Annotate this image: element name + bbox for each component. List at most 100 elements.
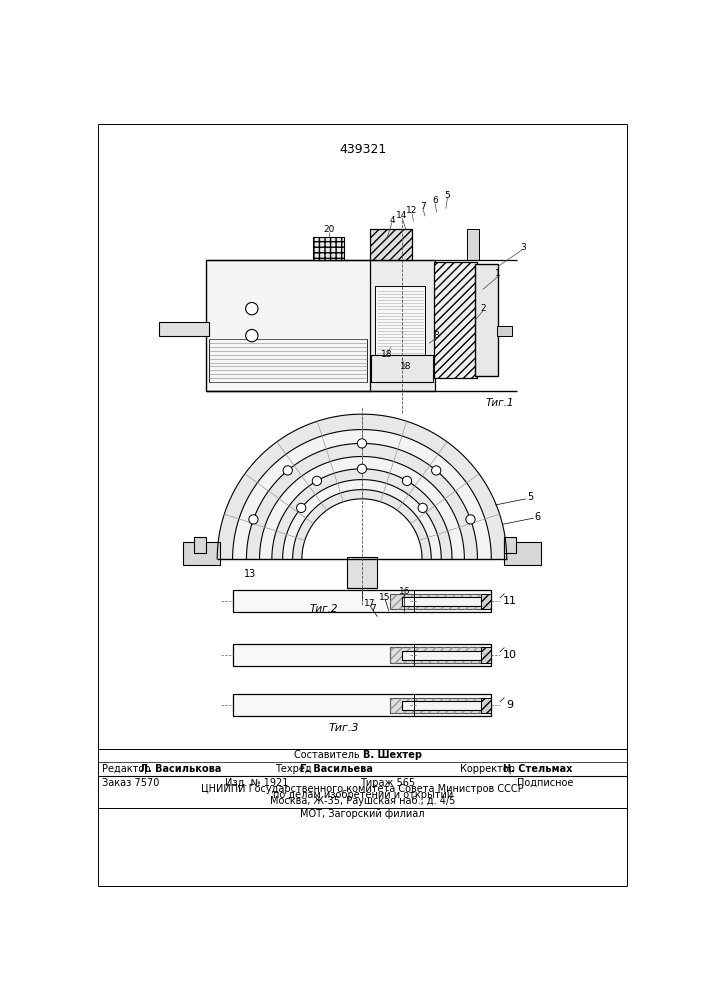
Bar — [402, 651, 481, 660]
Text: 439321: 439321 — [339, 143, 386, 156]
Text: 20: 20 — [323, 225, 334, 234]
Polygon shape — [272, 469, 452, 559]
Bar — [434, 262, 477, 378]
Text: 1: 1 — [496, 269, 501, 278]
Bar — [313, 237, 344, 260]
Circle shape — [357, 464, 366, 473]
Text: Г. Васильева: Г. Васильева — [300, 764, 373, 774]
Text: 5: 5 — [445, 191, 450, 200]
Text: 11: 11 — [503, 596, 517, 606]
Bar — [206, 260, 371, 391]
Text: Москва, Ж-35, Раушская наб., д. 4/5: Москва, Ж-35, Раушская наб., д. 4/5 — [270, 796, 455, 806]
Text: МОТ, Загорский филиал: МОТ, Загорский филиал — [300, 809, 425, 819]
Text: В. Шехтер: В. Шехтер — [363, 750, 421, 760]
Polygon shape — [247, 443, 477, 559]
Bar — [371, 355, 433, 382]
Text: Корректор: Корректор — [460, 764, 518, 774]
Circle shape — [402, 476, 411, 485]
Text: 6: 6 — [534, 512, 541, 522]
Text: 7: 7 — [370, 604, 376, 613]
Bar — [370, 229, 412, 260]
Text: 3: 3 — [520, 243, 526, 252]
Text: Τиг.1: Τиг.1 — [485, 398, 514, 408]
Bar — [370, 229, 412, 260]
Bar — [390, 698, 484, 713]
Text: 17: 17 — [364, 599, 375, 608]
Text: по делам изобретений и открытий: по делам изобретений и открытий — [273, 790, 453, 800]
Text: 14: 14 — [397, 211, 408, 220]
Text: 12: 12 — [407, 206, 418, 215]
Bar — [233, 694, 491, 716]
Polygon shape — [293, 490, 431, 559]
Text: 18: 18 — [400, 362, 411, 371]
Circle shape — [466, 515, 475, 524]
Bar — [481, 594, 491, 609]
Bar — [390, 594, 484, 609]
Polygon shape — [233, 430, 491, 559]
Text: Редактор: Редактор — [102, 764, 153, 774]
Bar — [194, 537, 206, 553]
Bar — [233, 590, 491, 612]
Circle shape — [418, 503, 427, 513]
Bar — [313, 237, 344, 260]
Circle shape — [312, 476, 322, 485]
Polygon shape — [217, 414, 507, 559]
Text: 5: 5 — [527, 492, 533, 502]
Text: 4: 4 — [389, 216, 395, 225]
Bar — [370, 260, 435, 391]
Text: Техред: Техред — [275, 764, 315, 774]
Text: 9: 9 — [506, 700, 513, 710]
Circle shape — [246, 329, 258, 342]
Bar — [346, 557, 378, 588]
Bar — [209, 339, 368, 382]
Circle shape — [296, 503, 306, 513]
Bar — [481, 647, 491, 663]
Bar — [497, 326, 512, 336]
Bar — [504, 542, 542, 565]
Circle shape — [357, 439, 366, 448]
Text: 18: 18 — [381, 350, 392, 359]
Text: Τиг.2: Τиг.2 — [309, 604, 338, 614]
Text: 10: 10 — [503, 650, 517, 660]
Text: 16: 16 — [399, 587, 410, 596]
Bar — [481, 698, 491, 713]
Text: 13: 13 — [244, 569, 257, 579]
Bar — [375, 286, 425, 355]
Bar — [390, 647, 484, 663]
Bar — [481, 647, 491, 663]
Bar — [233, 644, 491, 666]
Text: Составитель: Составитель — [294, 750, 363, 760]
Text: ЦНИИПИ Государственного комитета Совета Министров СССР: ЦНИИПИ Государственного комитета Совета … — [201, 784, 524, 794]
Bar — [402, 597, 481, 606]
Polygon shape — [283, 480, 441, 559]
Text: Н. Стельмах: Н. Стельмах — [503, 764, 572, 774]
Text: Тираж 565: Тираж 565 — [360, 778, 415, 788]
Bar — [481, 594, 491, 609]
Circle shape — [246, 302, 258, 315]
Text: Заказ 7570: Заказ 7570 — [102, 778, 159, 788]
Bar — [390, 647, 484, 663]
Bar — [402, 701, 481, 710]
Bar — [182, 542, 219, 565]
Bar — [504, 537, 516, 553]
Text: 7: 7 — [420, 202, 426, 211]
Text: Подписное: Подписное — [518, 778, 574, 788]
Polygon shape — [259, 456, 464, 559]
Bar — [160, 322, 209, 336]
Bar — [390, 594, 484, 609]
Bar — [467, 229, 479, 260]
Bar — [434, 262, 477, 378]
Text: 8: 8 — [434, 331, 440, 340]
Circle shape — [431, 466, 440, 475]
Circle shape — [283, 466, 292, 475]
Text: Л. Василькова: Л. Василькова — [140, 764, 221, 774]
Bar — [390, 698, 484, 713]
Bar — [481, 698, 491, 713]
Text: 6: 6 — [432, 196, 438, 205]
Text: Изд. № 1921: Изд. № 1921 — [225, 778, 288, 788]
Bar — [475, 264, 498, 376]
Text: 2: 2 — [480, 304, 486, 313]
Text: 15: 15 — [379, 593, 391, 602]
Text: Τиг.3: Τиг.3 — [329, 723, 359, 733]
Circle shape — [249, 515, 258, 524]
